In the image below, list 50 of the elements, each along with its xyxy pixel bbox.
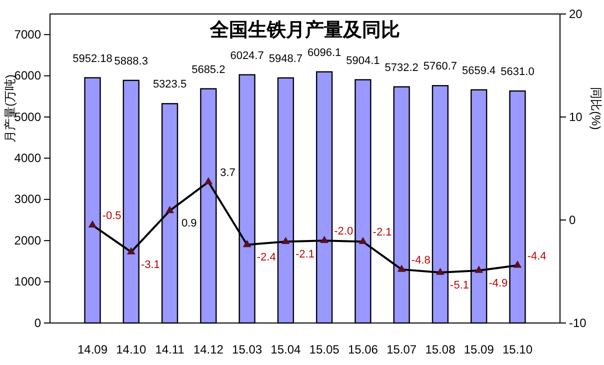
x-tick-label: 15.07 (386, 342, 417, 357)
data-label: 5760.7 (423, 60, 458, 73)
x-tick-label: 15.04 (270, 342, 302, 357)
x-tick-label: 15.10 (502, 342, 533, 357)
x-tick-label: 15.05 (309, 342, 340, 357)
y-tick-label: 7000 (14, 27, 42, 42)
x-tick-label: 14.11 (155, 342, 185, 357)
data-label: 0.9 (181, 218, 197, 230)
y2-tick-label: 10 (569, 110, 583, 124)
data-label: -2.4 (256, 252, 276, 264)
data-label: 5732.2 (384, 62, 418, 74)
y-tick-label: 3000 (14, 192, 42, 206)
data-label: 6024.7 (230, 50, 264, 62)
x-tick-label: 15.09 (464, 342, 494, 357)
y-tick-label: 0 (34, 316, 42, 330)
x-tick-label: 15.08 (425, 342, 456, 357)
y-tick-label: 6000 (14, 68, 42, 83)
chart-title: 全国生铁月产量及同比 (209, 19, 400, 41)
data-label: 3.7 (220, 166, 236, 179)
data-label: -0.5 (102, 210, 122, 222)
data-label: -5.1 (450, 280, 470, 292)
x-tick-label: 15.03 (232, 342, 262, 357)
x-tick-label: 14.09 (77, 342, 108, 357)
y-tick-label: 4000 (14, 151, 42, 166)
data-label: 5952.18 (72, 52, 112, 65)
data-label: -4.4 (527, 250, 546, 262)
data-label: 5323.5 (152, 78, 187, 91)
x-tick-label: 14.12 (193, 342, 224, 357)
data-label: 6096.1 (307, 46, 342, 59)
data-label: -2.1 (296, 248, 314, 261)
data-label: 5888.3 (114, 55, 148, 68)
data-label: 5948.7 (268, 52, 303, 65)
y2-tick-label: 20 (569, 6, 583, 21)
data-label: 5685.2 (192, 64, 226, 76)
y2-tick-label: 0 (569, 212, 576, 227)
data-label: -2.1 (372, 226, 392, 239)
x-tick-label: 15.06 (348, 342, 378, 357)
y2-tick-label: -10 (569, 316, 587, 330)
y-tick-label: 5000 (14, 110, 42, 124)
data-label: -3.1 (140, 258, 160, 271)
data-label: -4.9 (488, 277, 508, 290)
y-tick-label: 1000 (14, 274, 42, 289)
data-label: 5904.1 (346, 54, 380, 67)
x-tick-label: 14.10 (116, 342, 146, 357)
data-label: 5659.4 (462, 64, 496, 77)
y-tick-label: 2000 (14, 233, 42, 248)
data-label: 5631.0 (500, 66, 534, 78)
data-label: -4.8 (411, 254, 430, 266)
data-label: -2.0 (334, 226, 354, 238)
y2-axis-title: 同比(%) (589, 87, 603, 130)
